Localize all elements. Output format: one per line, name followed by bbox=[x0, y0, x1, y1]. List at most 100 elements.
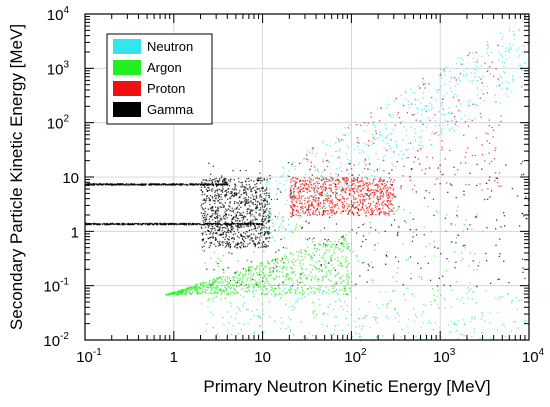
point-proton bbox=[384, 211, 386, 213]
point-proton bbox=[392, 181, 394, 183]
point-proton bbox=[353, 191, 355, 193]
point-proton bbox=[314, 188, 316, 190]
point-proton bbox=[318, 211, 321, 214]
point-gamma bbox=[259, 172, 261, 174]
point-proton bbox=[336, 202, 339, 205]
point-gamma bbox=[503, 215, 506, 217]
point-gamma bbox=[250, 215, 252, 217]
point-argon bbox=[208, 283, 210, 285]
point-gamma bbox=[225, 243, 227, 245]
point-argon bbox=[218, 281, 220, 283]
point-gamma bbox=[357, 212, 359, 214]
point-argon bbox=[260, 277, 262, 279]
point-gamma bbox=[255, 230, 257, 232]
point-neutron bbox=[440, 72, 442, 74]
point-proton bbox=[385, 204, 387, 206]
point-neutron bbox=[404, 90, 407, 92]
point-gamma bbox=[191, 184, 193, 186]
point-gamma bbox=[211, 207, 214, 209]
point-gamma bbox=[209, 237, 211, 239]
point-gamma bbox=[520, 163, 522, 165]
point-gamma bbox=[244, 187, 246, 189]
point-gamma bbox=[267, 233, 269, 235]
point-neutron bbox=[339, 188, 341, 190]
point-neutron bbox=[388, 145, 391, 147]
point-argon bbox=[278, 276, 281, 278]
point-gamma bbox=[223, 223, 225, 225]
point-gamma bbox=[217, 210, 219, 212]
point-proton bbox=[341, 201, 344, 204]
point-proton bbox=[393, 213, 395, 215]
point-proton bbox=[433, 133, 436, 135]
point-proton bbox=[387, 188, 389, 190]
point-gamma bbox=[257, 227, 259, 229]
point-argon bbox=[346, 246, 349, 248]
point-gamma bbox=[225, 214, 227, 216]
point-neutron bbox=[451, 289, 453, 291]
point-gamma bbox=[346, 182, 348, 184]
point-argon bbox=[333, 290, 335, 293]
point-neutron bbox=[444, 307, 446, 309]
point-gamma bbox=[204, 186, 206, 188]
point-neutron bbox=[281, 175, 283, 177]
point-proton bbox=[368, 198, 370, 200]
point-argon bbox=[251, 266, 253, 268]
point-gamma bbox=[215, 239, 217, 241]
point-gamma bbox=[423, 197, 426, 199]
point-gamma bbox=[243, 218, 245, 220]
point-proton bbox=[312, 213, 314, 215]
point-gamma bbox=[250, 188, 252, 190]
point-proton bbox=[338, 179, 340, 181]
point-argon bbox=[420, 278, 423, 281]
point-argon bbox=[177, 290, 180, 292]
point-argon bbox=[258, 279, 260, 281]
point-argon bbox=[188, 286, 190, 288]
point-gamma bbox=[199, 223, 201, 225]
point-argon bbox=[337, 260, 339, 262]
point-argon bbox=[254, 283, 256, 285]
point-proton bbox=[379, 185, 381, 187]
point-neutron bbox=[443, 113, 445, 116]
point-gamma bbox=[110, 184, 113, 186]
point-neutron bbox=[520, 68, 523, 70]
point-gamma bbox=[125, 223, 127, 226]
point-proton bbox=[402, 175, 404, 177]
point-neutron bbox=[457, 83, 459, 85]
point-argon bbox=[377, 242, 379, 244]
point-argon bbox=[229, 287, 231, 290]
point-gamma bbox=[189, 222, 192, 225]
point-argon bbox=[350, 280, 353, 283]
point-gamma bbox=[270, 198, 273, 201]
point-gamma bbox=[212, 184, 214, 186]
point-gamma bbox=[500, 226, 502, 228]
point-gamma bbox=[218, 234, 220, 236]
point-argon bbox=[234, 218, 236, 221]
point-gamma bbox=[396, 233, 398, 235]
point-argon bbox=[185, 291, 187, 294]
point-neutron bbox=[223, 323, 225, 326]
point-proton bbox=[374, 184, 376, 186]
point-argon bbox=[262, 276, 264, 279]
point-proton bbox=[382, 159, 385, 161]
point-proton bbox=[314, 194, 316, 196]
point-proton bbox=[388, 195, 390, 197]
point-gamma bbox=[252, 209, 254, 211]
point-proton bbox=[307, 209, 309, 212]
point-argon bbox=[284, 292, 287, 294]
point-argon bbox=[300, 278, 302, 280]
point-proton bbox=[375, 214, 377, 216]
point-proton bbox=[369, 183, 371, 185]
point-gamma bbox=[254, 198, 256, 201]
point-proton bbox=[435, 132, 437, 134]
point-neutron bbox=[403, 153, 405, 156]
point-argon bbox=[184, 294, 187, 296]
point-argon bbox=[262, 289, 264, 292]
point-proton bbox=[380, 179, 382, 181]
point-proton bbox=[338, 140, 341, 142]
point-argon bbox=[227, 208, 229, 211]
point-neutron bbox=[505, 50, 507, 53]
point-neutron bbox=[347, 133, 349, 135]
point-neutron bbox=[265, 197, 267, 199]
point-argon bbox=[316, 247, 318, 250]
point-proton bbox=[290, 205, 292, 207]
